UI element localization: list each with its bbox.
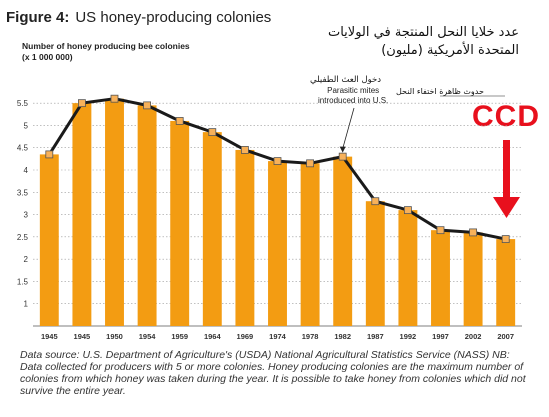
ccd-arrow-shaft: [503, 140, 510, 200]
y-tick-label: 5: [24, 121, 29, 130]
y-tick-label: 2.5: [17, 233, 29, 242]
bar-1992: [398, 210, 418, 326]
arabic-title-line-1: عدد خلايا النحل المنتجة في الولايات: [327, 25, 519, 40]
ccd-arabic-annotation: حدوث ظاهرة اختفاء النحل: [396, 87, 484, 96]
trend-marker-1987: [371, 197, 380, 206]
x-tick-label: 1982: [334, 332, 351, 341]
y-tick-label: 3.5: [17, 188, 29, 197]
y-axis-title-line-2: (x 1 000 000): [22, 52, 73, 62]
bar-chart: 1 1.5 2 2.5 3 3.5 4 4.5 5 5.5 1945 1945 1950 1954 195…: [17, 94, 522, 341]
bar-1945: [39, 154, 59, 326]
x-tick-label: 1974: [269, 332, 287, 341]
arabic-title-line-2: المتحدة الأمريكية (مليون): [381, 43, 519, 58]
y-tick-label: 1: [24, 300, 29, 309]
trend-marker-1959: [175, 117, 184, 125]
x-tick-label: 1969: [237, 332, 254, 341]
trend-marker-1992: [403, 206, 412, 215]
x-tick-label: 1954: [139, 332, 157, 341]
figure-title-text: US honey-producing colonies: [75, 9, 272, 26]
x-tick-label: 2007: [497, 332, 514, 341]
y-tick-label: 5.5: [17, 99, 29, 108]
ccd-label: CCD: [472, 100, 540, 133]
trend-marker-1978: [306, 159, 315, 168]
mites-arrowhead: [339, 146, 346, 153]
mites-arrow-line: [342, 107, 355, 149]
bar-1945: [72, 103, 92, 327]
trend-marker-1997: [436, 226, 445, 235]
y-tick-label: 1.5: [17, 277, 29, 286]
mites-annotation-line-2: introduced into U.S.: [318, 96, 389, 105]
bar-1950: [105, 98, 124, 326]
trend-marker-1969: [240, 146, 249, 154]
footnote: Data source: U.S. Department of Agricult…: [20, 349, 526, 397]
x-tick-label: 1964: [204, 332, 222, 341]
figure-label: Figure 4:: [6, 9, 70, 26]
trend-marker-1954: [143, 101, 152, 110]
ccd-arrowhead: [493, 197, 520, 218]
x-tick-label: 1987: [367, 332, 384, 341]
y-tick-label: 2: [24, 255, 29, 264]
trend-marker-1974: [273, 157, 282, 165]
x-tick-labels: 1945 1945 1950 1954 1959 1964 1969 1974 1978 1982…: [41, 332, 514, 341]
bar-1964: [202, 132, 222, 326]
bar-1997: [431, 230, 450, 326]
bar-2002: [463, 232, 483, 326]
trend-marker-2002: [469, 228, 478, 237]
bars: [39, 98, 516, 327]
y-tick-label: 3: [24, 211, 29, 220]
bar-2007: [496, 239, 516, 326]
arabic-title: عدد خلايا النحل المنتجة في الولايات المت…: [279, 24, 519, 60]
y-tick-labels: 1 1.5 2 2.5 3 3.5 4 4.5 5 5.5: [17, 99, 29, 309]
figure-title: Figure 4: US honey-producing colonies: [6, 9, 271, 26]
x-tick-label: 1997: [432, 332, 449, 341]
bar-1959: [170, 120, 190, 326]
bar-1969: [235, 149, 255, 326]
bar-1987: [365, 201, 385, 326]
x-tick-label: 1950: [106, 332, 123, 341]
y-axis-title: Number of honey producing bee colonies (…: [22, 41, 190, 63]
bar-1954: [137, 105, 157, 326]
mites-arabic-annotation: دخول العث الطفيلي: [310, 75, 382, 85]
trend-marker-1945: [78, 99, 86, 108]
trend-marker-1950: [110, 94, 119, 103]
y-tick-label: 4: [24, 166, 29, 175]
trend-marker-1964: [208, 128, 217, 137]
y-tick-label: 4.5: [17, 144, 29, 153]
mites-annotation-line-1: Parasitic mites: [327, 86, 380, 95]
x-tick-label: 1978: [302, 332, 319, 341]
trend-marker-1945: [45, 150, 54, 159]
bar-1982: [333, 156, 353, 326]
x-tick-label: 1959: [171, 332, 188, 341]
mites-annotation: Parasitic mites introduced into U.S.: [318, 86, 388, 106]
trend-marker-2007: [501, 235, 510, 243]
trend-markers: [45, 94, 510, 243]
y-axis-title-line-1: Number of honey producing bee colonies: [22, 41, 190, 51]
annotation-arrows: [339, 95, 520, 218]
x-tick-label: 1945: [41, 332, 58, 341]
x-tick-label: 1945: [74, 332, 91, 341]
x-tick-label: 1992: [400, 332, 417, 341]
bar-1974: [268, 161, 287, 326]
trend-marker-1982: [338, 152, 347, 161]
bar-1978: [300, 163, 320, 326]
x-tick-label: 2002: [465, 332, 482, 341]
